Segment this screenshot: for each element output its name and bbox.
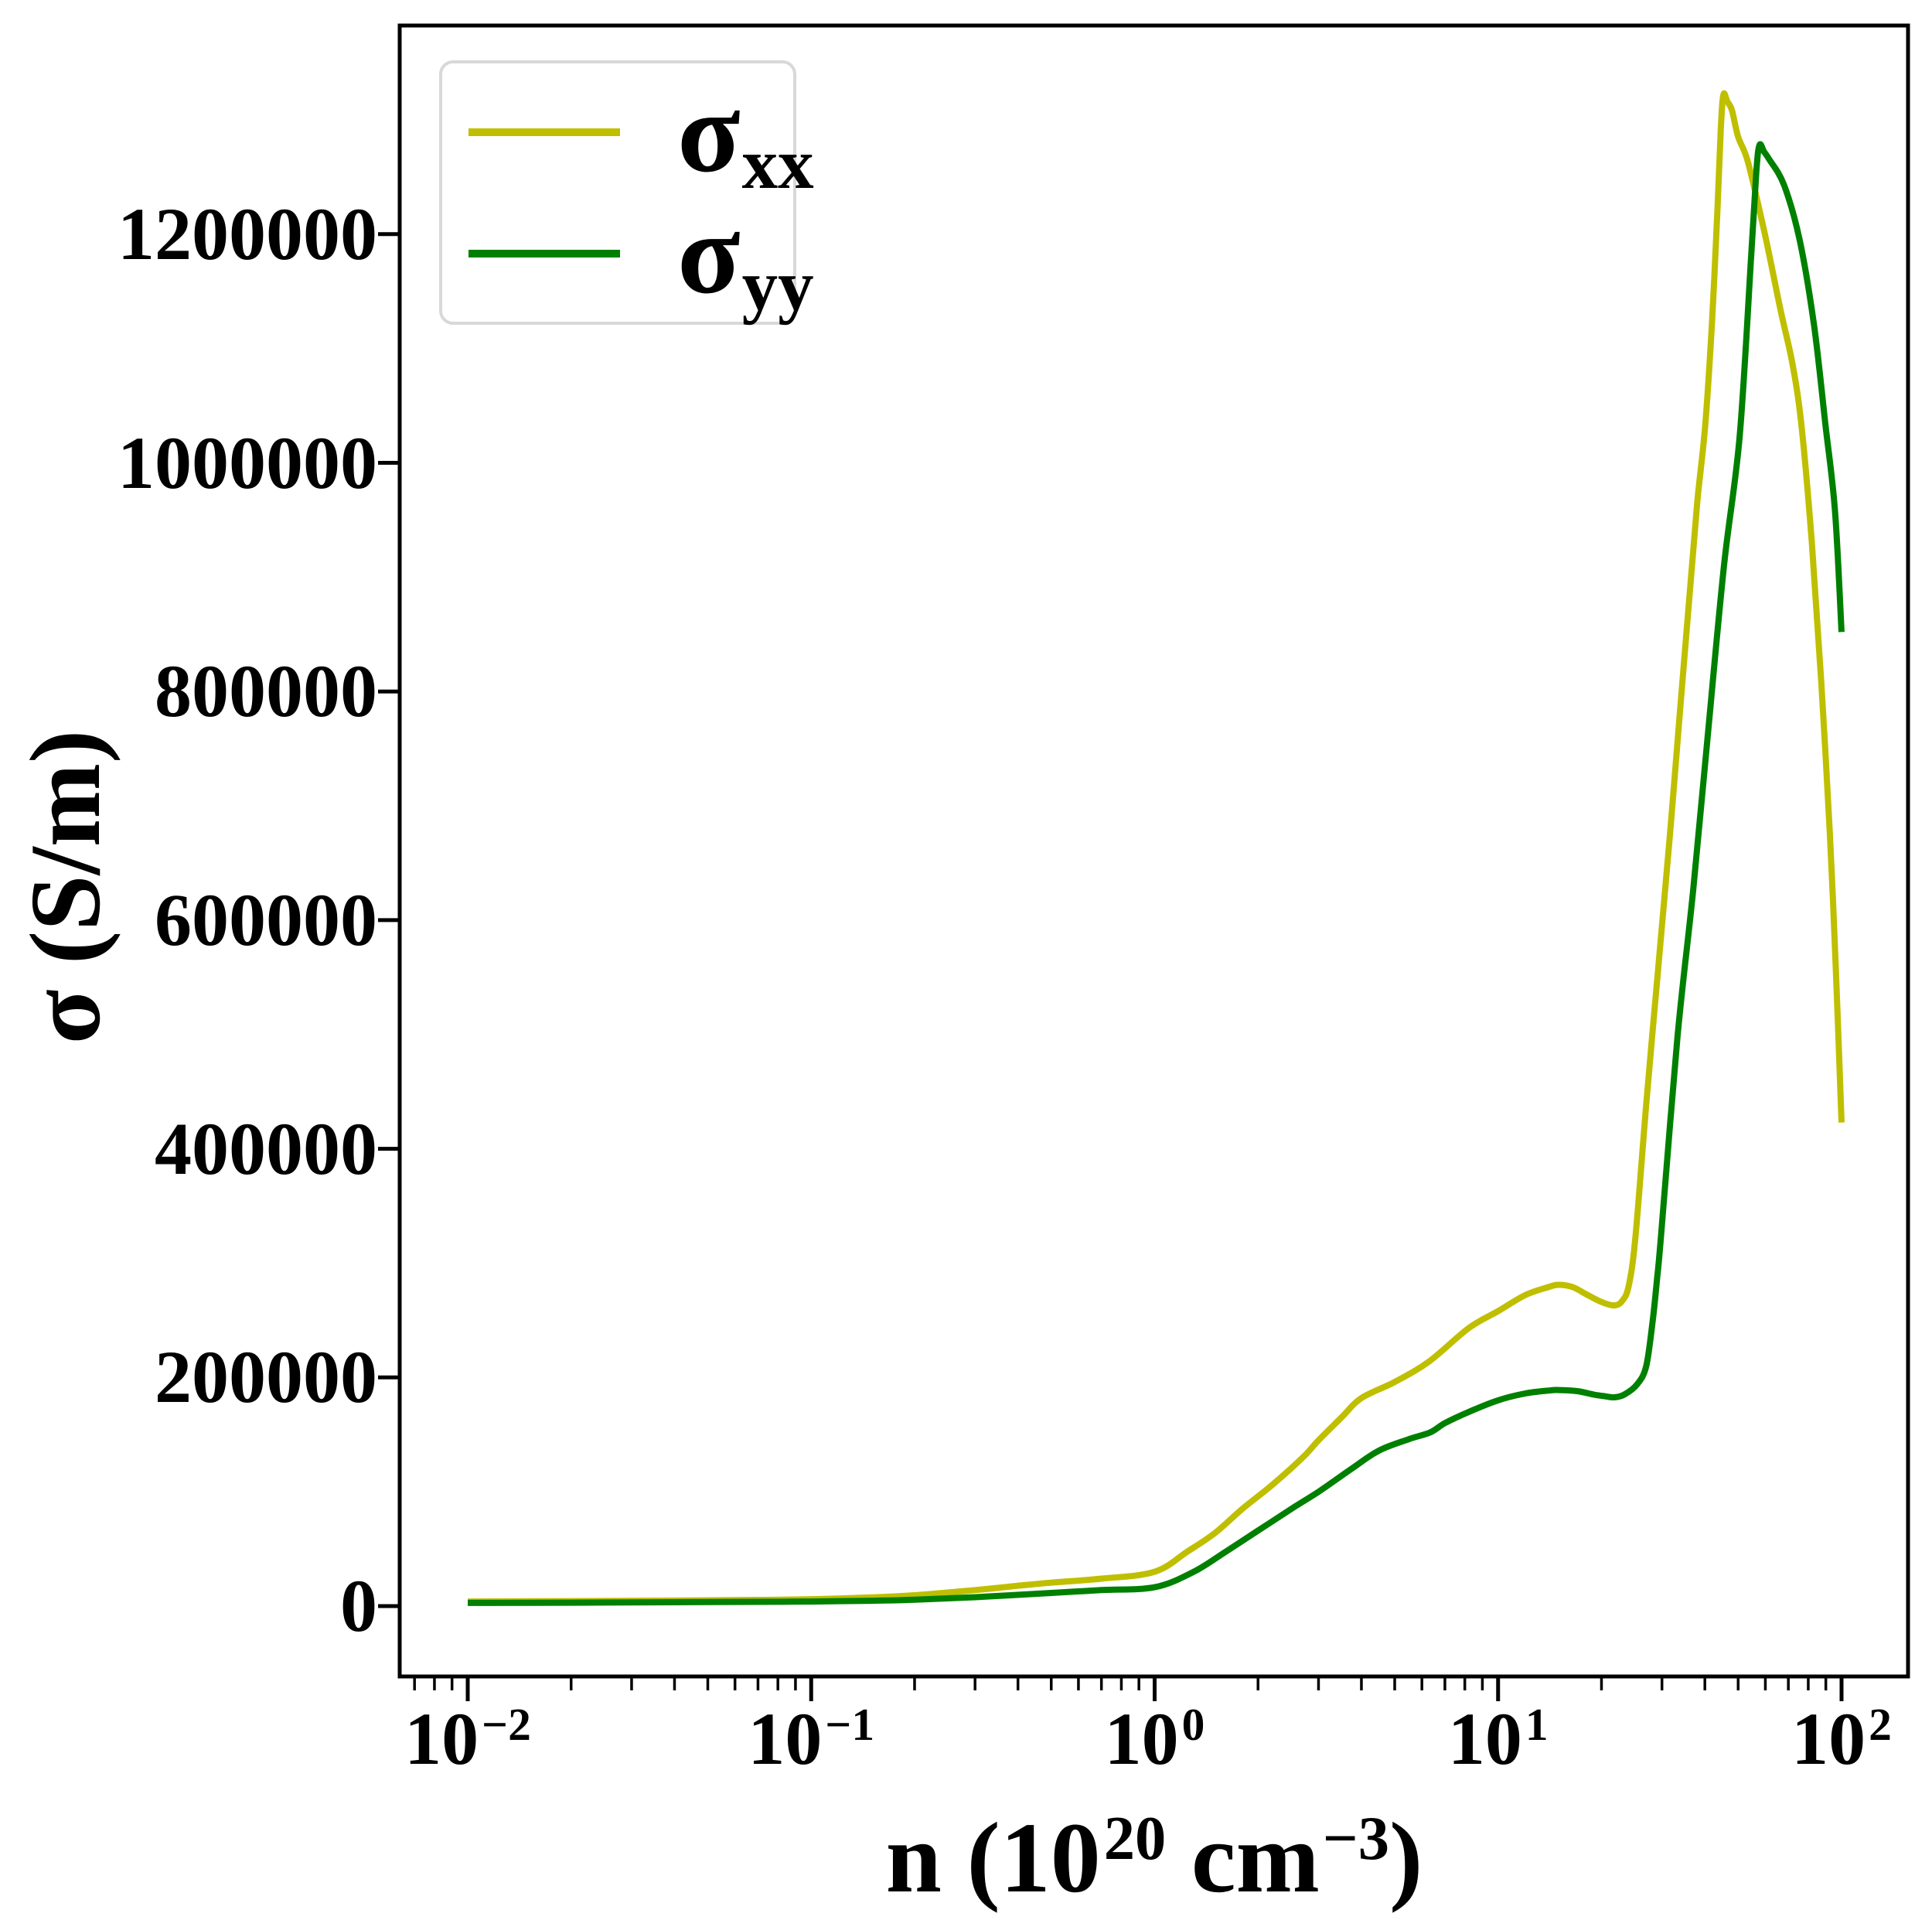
x-axis-title-mid: cm [1166,1803,1320,1914]
legend-label-sigma-xx-subscript: xx [741,124,814,204]
legend: σxx σyy [439,60,814,325]
x-axis-title-post: ) [1389,1803,1423,1914]
x-tick-label: 10−1 [641,1698,981,1780]
x-tick-label-base: 10 [404,1697,479,1780]
y-tick-label: 0 [340,1564,377,1647]
legend-label-sigma-yy: σyy [677,196,814,322]
x-tick-label: 10−2 [298,1698,638,1780]
legend-entry-sigma-xx: σxx [442,74,814,200]
legend-label-sigma-yy-base: σ [677,189,741,318]
legend-label-sigma-yy-subscript: yy [741,245,814,326]
x-tick-label-base: 10 [1791,1697,1866,1780]
x-tick-label-exponent: 2 [1869,1699,1892,1751]
legend-label-sigma-xx: σxx [677,74,814,200]
x-tick-label-base: 10 [1104,1697,1179,1780]
x-tick-label-base: 10 [748,1697,823,1780]
x-axis-title: n (1020 cm−3) [886,1800,1423,1916]
y-tick-label: 400000 [155,1107,377,1190]
x-tick-label: 102 [1671,1698,1932,1780]
sigma-yy-curve [467,141,1845,1606]
y-axis-title: σ (S/m) [10,729,121,1045]
sigma-xx-curve [467,90,1845,1605]
x-tick-label: 100 [985,1698,1325,1780]
x-tick-label-exponent: 1 [1525,1699,1549,1751]
y-tick-label: 800000 [155,650,377,733]
legend-line-swatch-sigma-yy [469,249,620,258]
legend-label-sigma-xx-base: σ [677,67,741,196]
x-tick-label-exponent: 0 [1181,1699,1205,1751]
x-tick-label-exponent: −2 [482,1699,531,1751]
y-tick-label: 1000000 [118,421,377,504]
x-axis-title-exponent: 20 [1103,1804,1167,1874]
x-axis-title-exponent2: −3 [1322,1804,1390,1874]
x-axis-title-pre: n (10 [885,1803,1101,1914]
legend-entry-sigma-yy: σyy [442,196,814,322]
x-tick-label: 101 [1328,1698,1668,1780]
y-tick-label: 1200000 [118,192,377,275]
y-tick-label: 200000 [155,1335,377,1419]
legend-line-swatch-sigma-xx [469,128,620,136]
x-tick-label-base: 10 [1447,1697,1522,1780]
y-tick-label: 600000 [155,878,377,961]
x-tick-label-exponent: −1 [825,1699,875,1751]
